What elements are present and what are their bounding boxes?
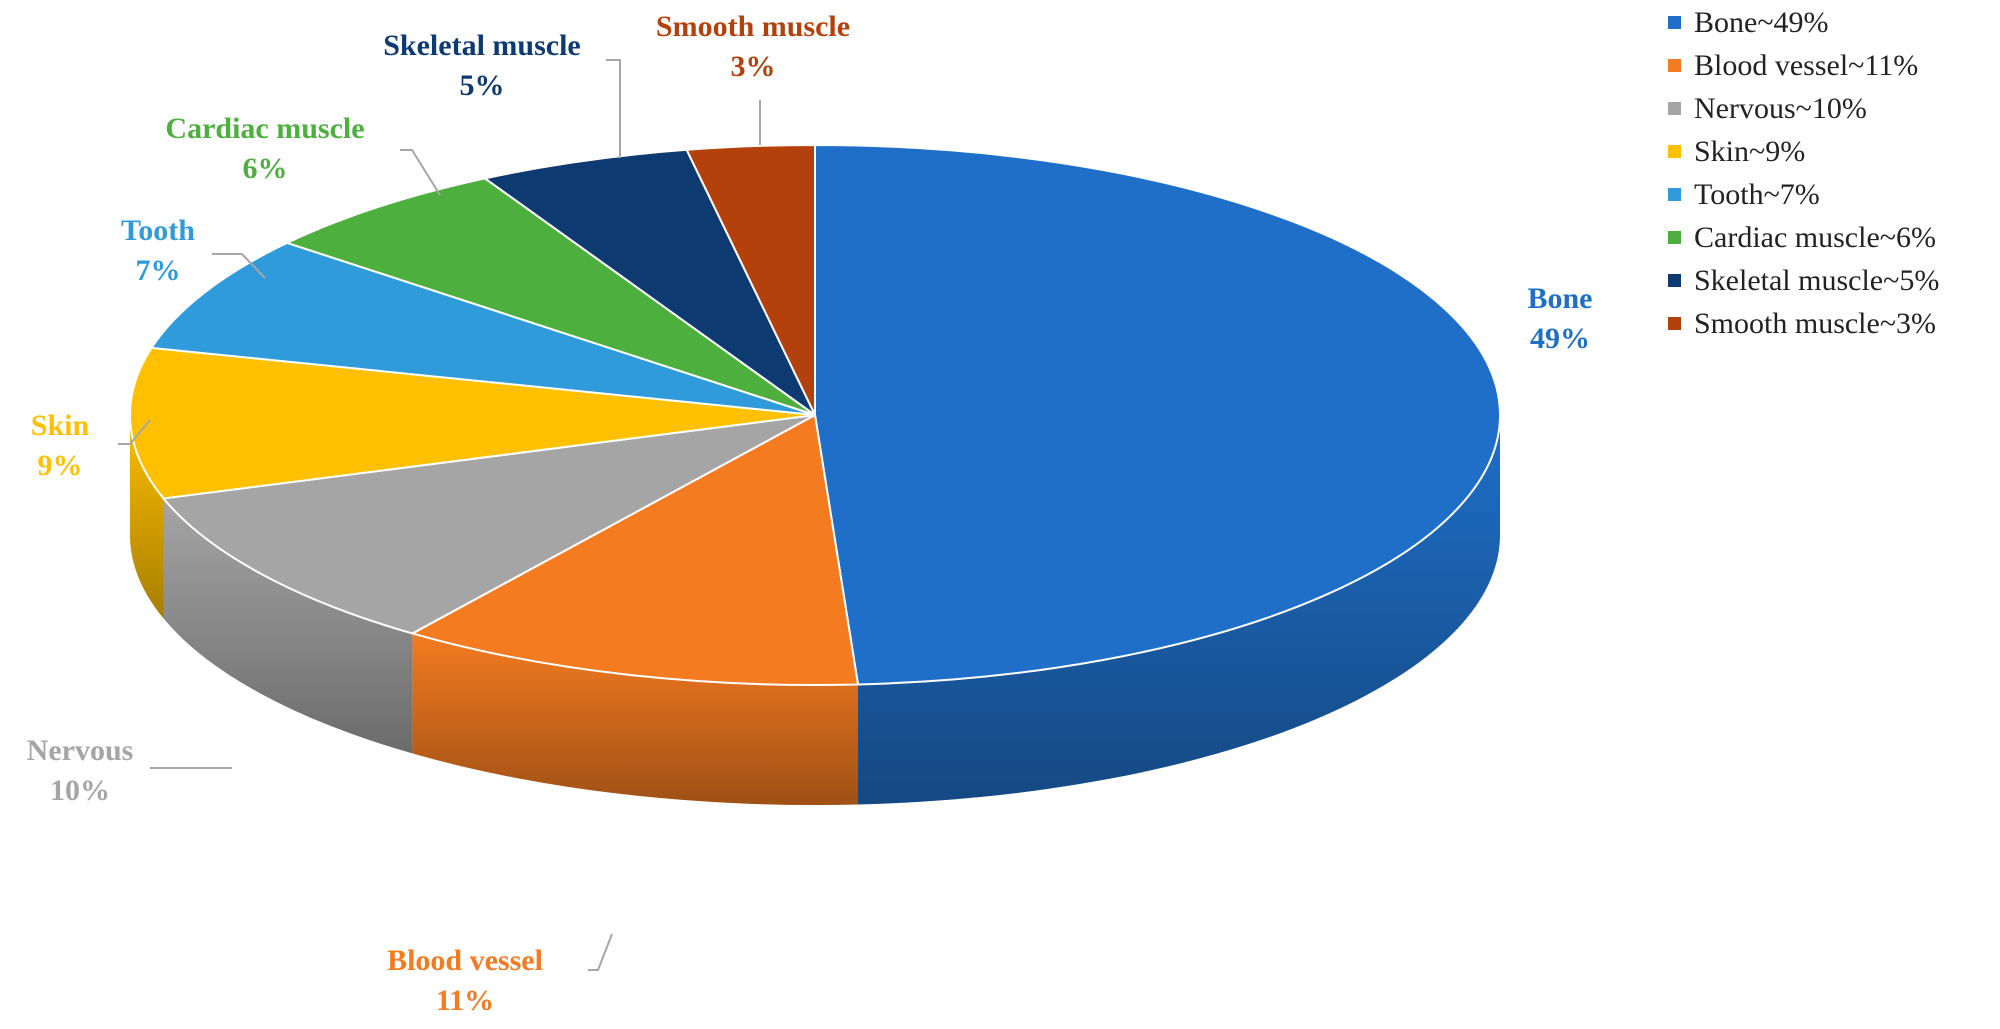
legend-label-skin: Skin~9% (1694, 135, 1805, 168)
side-shade-skin (130, 415, 164, 619)
legend-swatch-smooth-muscle (1668, 317, 1681, 330)
legend-label-smooth-muscle: Smooth muscle~3% (1694, 307, 1936, 340)
pie-side-walls (130, 415, 1500, 805)
data-label-name-cardiac-muscle: Cardiac muscle (165, 112, 364, 145)
data-label-name-nervous: Nervous (27, 734, 134, 767)
slice-skeletal-muscle (483, 148, 816, 416)
data-label-percent-blood-vessel: 11% (436, 984, 494, 1017)
leader-line-blood-vessel (588, 933, 613, 971)
slice-nervous (162, 414, 816, 635)
legend-label-nervous: Nervous~10% (1694, 92, 1867, 125)
slice-skin (129, 346, 816, 500)
leader-line-skeletal-muscle (606, 59, 621, 158)
legend: Bone~49% Blood vessel~11% Nervous~10% Skin~… (1668, 6, 1939, 340)
data-label-percent-bone: 49% (1530, 322, 1590, 355)
slice-cardiac-muscle (286, 177, 816, 416)
data-label-name-blood-vessel: Blood vessel (387, 944, 543, 977)
legend-label-bone: Bone~49% (1694, 6, 1829, 39)
slice-smooth-muscle (685, 144, 816, 416)
slice-tooth (150, 241, 816, 416)
legend-label-cardiac-muscle: Cardiac muscle~6% (1694, 221, 1936, 254)
data-label-name-tooth: Tooth (121, 214, 195, 247)
side-shade-bone (858, 415, 1500, 805)
side-shade-nervous (163, 498, 413, 754)
data-label-percent-skin: 9% (38, 449, 83, 482)
legend-label-skeletal-muscle: Skeletal muscle~5% (1694, 264, 1939, 297)
data-label-name-smooth-muscle: Smooth muscle (656, 10, 850, 43)
leader-lines (118, 59, 761, 971)
pie-top-faces (129, 144, 1501, 686)
legend-label-tooth: Tooth~7% (1694, 178, 1820, 211)
legend-swatch-nervous (1668, 102, 1681, 115)
legend-swatch-cardiac-muscle (1668, 231, 1681, 244)
legend-swatch-bone (1668, 16, 1681, 29)
leader-line-tooth (212, 253, 266, 279)
slice-bone (814, 144, 1501, 686)
data-labels: Bone 49% Blood vessel 11% Nervous 10% Skin 9% To… (27, 10, 1593, 1017)
data-label-name-skin: Skin (31, 409, 90, 442)
legend-swatch-tooth (1668, 188, 1681, 201)
legend-label-blood-vessel: Blood vessel~11% (1694, 49, 1918, 82)
data-label-percent-smooth-muscle: 3% (731, 50, 776, 83)
legend-swatch-skin (1668, 145, 1681, 158)
data-label-percent-cardiac-muscle: 6% (243, 152, 288, 185)
legend-swatch-blood-vessel (1668, 59, 1681, 72)
data-label-percent-nervous: 10% (50, 774, 110, 807)
slice-blood-vessel (411, 414, 860, 686)
data-label-percent-skeletal-muscle: 5% (460, 69, 505, 102)
data-label-name-bone: Bone (1527, 282, 1592, 315)
legend-swatch-skeletal-muscle (1668, 274, 1681, 287)
leader-line-cardiac-muscle (400, 149, 441, 196)
side-shade-blood-vessel (412, 633, 859, 805)
leader-line-skin (118, 419, 151, 445)
data-label-name-skeletal-muscle: Skeletal muscle (383, 29, 580, 62)
data-label-percent-tooth: 7% (136, 254, 181, 287)
